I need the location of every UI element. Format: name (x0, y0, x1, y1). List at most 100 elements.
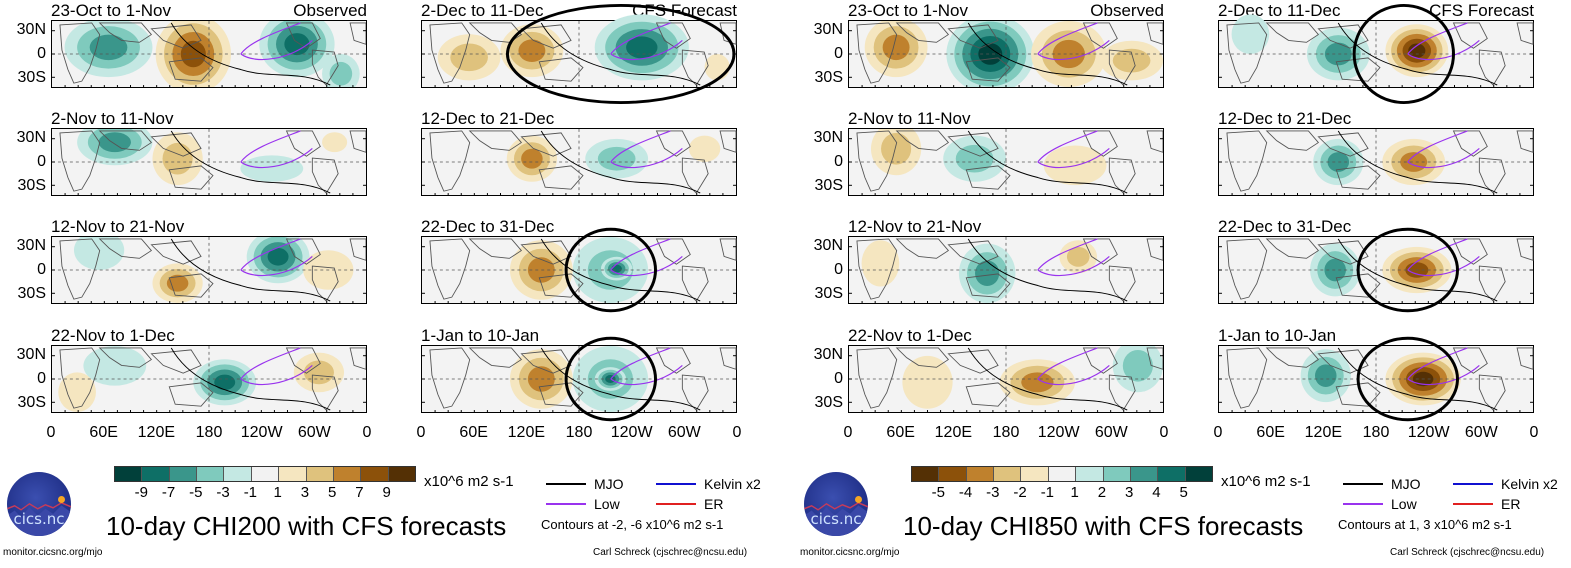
lat-tick-label: 30S (814, 69, 843, 86)
website-link[interactable]: monitor.cicsnc.org/mjo (800, 547, 900, 558)
logo-sun-icon (58, 496, 65, 503)
colorbar-segment (912, 467, 940, 481)
colorbar-tick-label: 1 (273, 484, 282, 501)
lon-tick-label: 0 (732, 424, 742, 441)
credit: Carl Schreck (cjschrec@ncsu.edu) (593, 547, 748, 558)
coastline (1516, 130, 1534, 153)
anomaly-shading (902, 355, 953, 409)
coastline (520, 132, 572, 157)
colorbar-segment (966, 467, 995, 481)
anomaly-shading (518, 39, 546, 63)
map-svg (422, 129, 737, 195)
colorbar-tick-label: -1 (243, 484, 258, 501)
lat-tick-label: 30N (16, 21, 46, 38)
colorbar-tick-label: -3 (216, 484, 230, 501)
coastline (1265, 238, 1320, 259)
legend-line (1453, 483, 1493, 485)
legend-item-mjo: MJO (546, 476, 624, 492)
panel-title: 1-Jan to 10-Jan (421, 326, 540, 345)
anomaly-shading (329, 61, 353, 86)
coastline (538, 165, 584, 190)
coastline (285, 347, 321, 374)
panel-title: 12-Nov to 21-Nov (51, 217, 185, 236)
coastline (349, 347, 366, 370)
panel-title: 22-Dec to 31-Dec (1218, 217, 1352, 236)
low-contour (240, 238, 313, 277)
lon-tick-label: 120W (240, 424, 283, 441)
coastline (168, 273, 214, 298)
lon-tick-label: 60W (297, 424, 331, 441)
legend-line (1343, 503, 1383, 505)
anomaly-shading (688, 135, 721, 162)
coastline (1146, 130, 1163, 153)
coastline (468, 130, 523, 151)
coastline (1335, 165, 1381, 190)
coastline (947, 132, 999, 157)
anomaly-shading (284, 33, 310, 56)
legend-label: ER (1501, 496, 1521, 512)
lon-tick-label: 180 (1362, 424, 1390, 441)
legend-line (656, 483, 696, 485)
map-svg (422, 4, 737, 104)
lon-tick-label: 120W (610, 424, 653, 441)
coastline (59, 347, 101, 409)
lat-tick-label: 30S (17, 394, 46, 411)
panel-title: 22-Dec to 31-Dec (421, 217, 555, 236)
coastline (856, 22, 898, 84)
map-panel (1218, 227, 1534, 313)
lon-tick-label: 60W (1464, 424, 1498, 441)
map-panel (421, 4, 737, 104)
coastline (98, 130, 153, 151)
panel-title: 2-Dec to 11-Dec (1218, 1, 1341, 20)
colorbar-tick-label: -1 (1040, 484, 1055, 501)
low-contour (1037, 238, 1110, 277)
coastline (429, 22, 471, 84)
legend-label: ER (704, 496, 724, 512)
low-contour (610, 238, 683, 277)
coastline (1516, 347, 1534, 370)
colorbar-segment (388, 467, 415, 481)
forecast-highlight-ellipse (564, 227, 658, 313)
coastline (520, 349, 572, 374)
coastline (1265, 22, 1320, 43)
panel-title: 12-Dec to 21-Dec (421, 109, 555, 128)
cicsnc-logo: cics.nc (7, 472, 71, 536)
low-contour (1407, 130, 1480, 169)
coastline (856, 347, 898, 409)
map-panel (848, 345, 1164, 413)
legend-line (1343, 483, 1383, 485)
colorbar-segment (279, 467, 307, 481)
lon-tick-label: 60W (667, 424, 701, 441)
forecast-highlight-ellipse (505, 4, 736, 104)
colorbar-tick-label: -4 (958, 484, 973, 501)
column-label: CFS Forecast (632, 1, 737, 20)
lon-tick-label: 60E (89, 424, 118, 441)
logo-sun-icon (855, 496, 862, 503)
map-svg (849, 129, 1163, 195)
lon-tick-label: 180 (565, 424, 593, 441)
coastline (655, 22, 691, 49)
lon-tick-label: 0 (843, 424, 853, 441)
coastline (429, 347, 471, 409)
colorbar-segment (1048, 467, 1077, 481)
coastline (168, 165, 214, 190)
colorbar-segment (115, 467, 143, 481)
low-contour (610, 22, 683, 61)
figure-chi850: Observed 23-Oct to 1-Nov 30N 0 30S 2-Nov to 1… (797, 0, 1571, 568)
coastline (1082, 130, 1118, 157)
map-svg (52, 129, 366, 195)
panel-title: 23-Oct to 1-Nov (51, 1, 171, 20)
lat-tick-label: 0 (37, 153, 46, 170)
contour-note: Contours at -2, -6 x10^6 m2 s-1 (541, 517, 724, 532)
legend-line (656, 503, 696, 505)
colorbar-tick-label: 9 (382, 484, 391, 501)
lat-tick-label: 30N (813, 346, 843, 363)
coastline (468, 238, 523, 259)
map-panel (1218, 4, 1534, 104)
lat-tick-label: 0 (834, 370, 843, 387)
website-link[interactable]: monitor.cicsnc.org/mjo (3, 547, 103, 558)
coastline (168, 57, 214, 82)
anomaly-shading (1021, 372, 1054, 393)
coastline (98, 22, 153, 43)
mjo-contour (170, 22, 331, 86)
